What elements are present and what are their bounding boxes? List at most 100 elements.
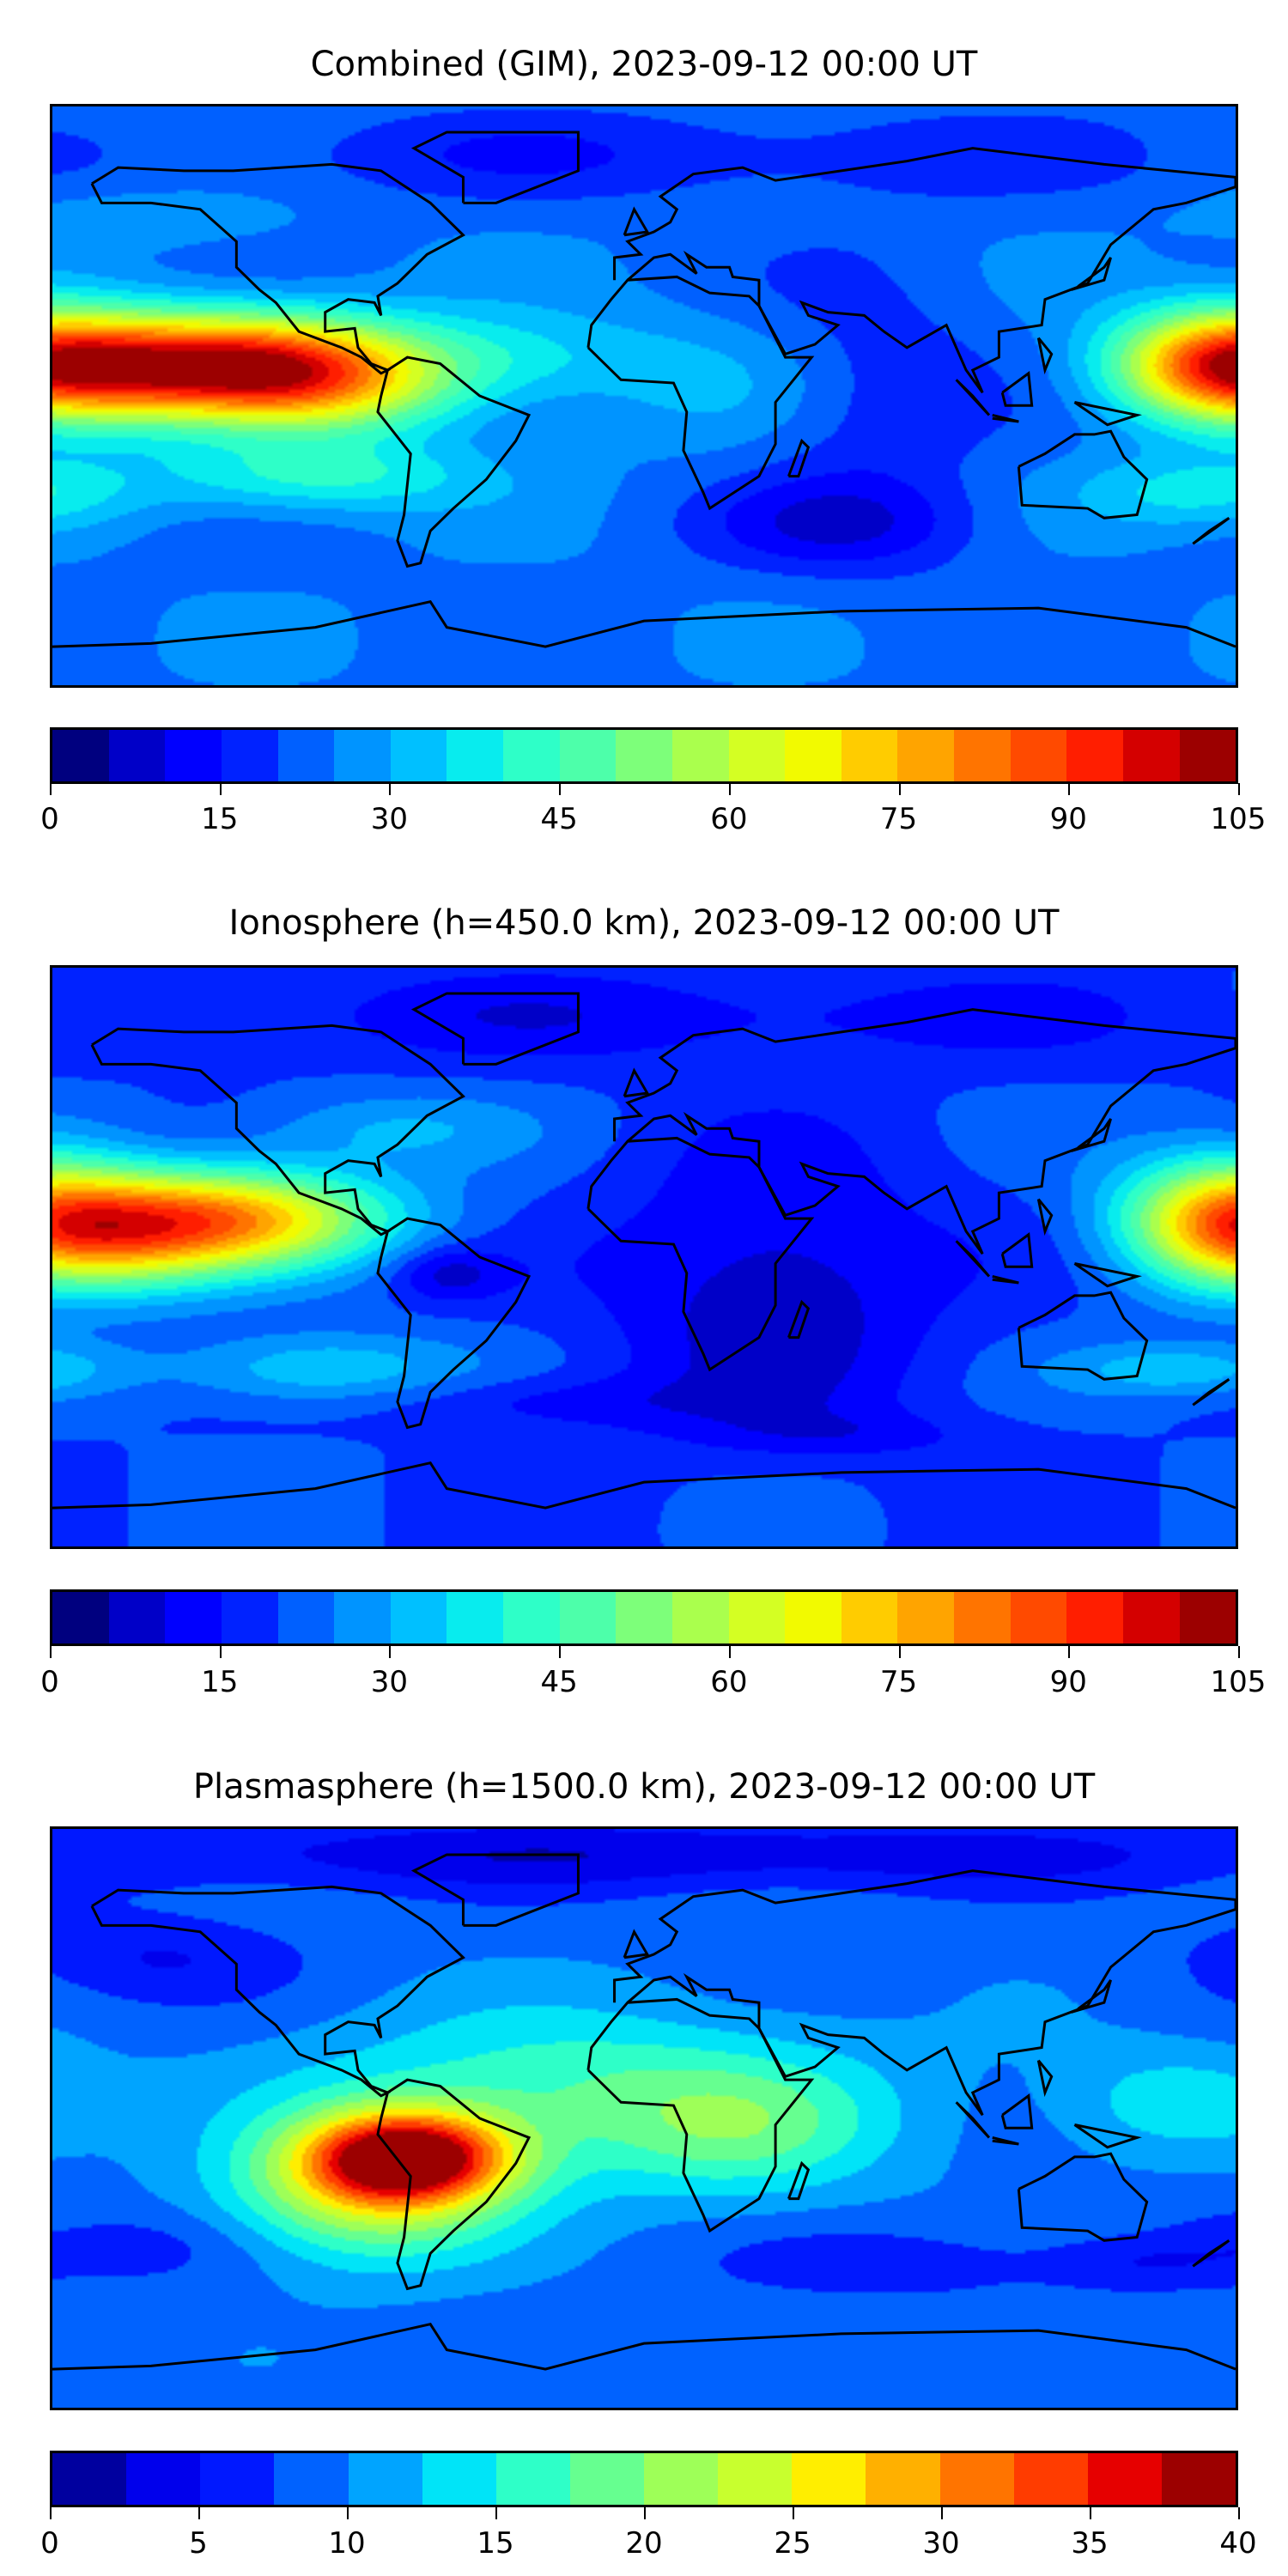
- colorbar-tick: [219, 1646, 222, 1658]
- colorbar-level: [108, 730, 166, 781]
- colorbar-tick: [50, 1646, 52, 1658]
- coastline: [1018, 431, 1146, 518]
- coastline: [1074, 2124, 1137, 2147]
- coastline: [588, 276, 811, 508]
- colorbar-level: [954, 1592, 1011, 1643]
- colorbar-tick: [644, 2507, 646, 2519]
- coastline: [1038, 1200, 1051, 1231]
- colorbar-level: [785, 730, 841, 781]
- colorbar-ticks-ionosphere: 0 15 30 45 60 75 90 105: [40, 1646, 1266, 1699]
- colorbar-tick-label: 90: [1049, 802, 1087, 836]
- colorbar-tick: [50, 2507, 52, 2519]
- colorbar-tick-label: 75: [879, 802, 918, 836]
- colorbar-level: [939, 2453, 1014, 2505]
- coastline: [1002, 1235, 1031, 1267]
- coastline: [92, 164, 464, 373]
- coastline: [378, 357, 529, 566]
- colorbar-level: [52, 2453, 127, 2505]
- map-ionosphere: [50, 965, 1238, 1549]
- colorbar-tick-label: 105: [1210, 1665, 1267, 1699]
- coastline: [1074, 402, 1137, 424]
- colorbar-level: [334, 1592, 391, 1643]
- coastline: [1072, 1119, 1111, 1151]
- colorbar-tick-label: 0: [40, 2526, 59, 2561]
- colorbar-level: [1122, 730, 1180, 781]
- map-plasmasphere: [50, 1826, 1238, 2410]
- colorbar-tick-label: 45: [540, 1665, 578, 1699]
- colorbar-tick-label: 60: [710, 1665, 748, 1699]
- colorbar-level: [1122, 1592, 1180, 1643]
- colorbar-tick: [898, 783, 901, 795]
- coastline: [52, 2324, 1236, 2369]
- colorbar-level: [718, 2453, 793, 2505]
- colorbar-tick: [559, 783, 562, 795]
- coastline: [1072, 1980, 1111, 2012]
- coastline: [957, 2102, 989, 2137]
- colorbar-level: [785, 1592, 841, 1643]
- coastline: [588, 1138, 811, 1370]
- colorbar-tick: [198, 2507, 200, 2519]
- coastline: [1002, 2096, 1031, 2128]
- tec-field-combined: [52, 106, 1236, 685]
- coastline: [624, 210, 647, 235]
- colorbar-level: [108, 1592, 166, 1643]
- colorbar-tick-label: 90: [1049, 1665, 1087, 1699]
- coastline: [1038, 2061, 1051, 2093]
- colorbar-tick-label: 30: [922, 2526, 960, 2561]
- colorbar-tick-label: 30: [370, 1665, 409, 1699]
- coastline: [624, 1071, 647, 1097]
- colorbar-level: [495, 2453, 570, 2505]
- coastline: [588, 1999, 811, 2231]
- colorbar-ticks-combined: 0 15 30 45 60 75 90 105: [40, 783, 1266, 836]
- coastline: [615, 1010, 1236, 1255]
- colorbar-level: [221, 730, 278, 781]
- colorbar-tick: [941, 2507, 943, 2519]
- tec-field-plasmasphere: [52, 1829, 1236, 2408]
- colorbar-level: [1087, 2453, 1162, 2505]
- colorbar-ticks-plasmasphere: 0 5 10 15 20 25 30 35 40: [40, 2507, 1257, 2561]
- colorbar-level: [671, 1592, 729, 1643]
- colorbar-level: [165, 1592, 222, 1643]
- colorbar-tick-label: 35: [1071, 2526, 1109, 2561]
- map-combined: [50, 104, 1238, 688]
- coastline: [414, 1855, 578, 1925]
- colorbar-tick: [1238, 1646, 1240, 1658]
- coastline: [788, 1302, 808, 1337]
- colorbar-level: [897, 730, 954, 781]
- colorbar-level: [616, 1592, 672, 1643]
- colorbar-tick: [389, 1646, 392, 1658]
- colorbar-level: [559, 730, 617, 781]
- colorbar-tick-label: 0: [40, 802, 59, 836]
- colorbar-tick: [50, 783, 52, 795]
- colorbar-level: [277, 1592, 335, 1643]
- colorbar-tick: [1238, 2507, 1240, 2519]
- colorbar-level: [126, 2453, 201, 2505]
- colorbar-level: [503, 1592, 560, 1643]
- colorbar-level: [671, 730, 729, 781]
- coastline: [414, 993, 578, 1064]
- coastline: [1072, 258, 1111, 289]
- colorbar-tick: [728, 783, 731, 795]
- colorbar-level: [897, 1592, 954, 1643]
- coastline: [993, 2137, 1019, 2143]
- colorbar-level: [644, 2453, 719, 2505]
- coastline: [414, 132, 578, 203]
- colorbar-tick: [559, 1646, 562, 1658]
- colorbar-level: [792, 2453, 866, 2505]
- colorbar-tick: [1090, 2507, 1091, 2519]
- panel-title-combined: Combined (GIM), 2023-09-12 00:00 UT: [310, 45, 978, 84]
- colorbar-tick: [728, 1646, 731, 1658]
- colorbar-tick: [1068, 1646, 1071, 1658]
- coastline: [1193, 518, 1229, 544]
- coastlines: [52, 968, 1236, 1546]
- panel-title-ionosphere: Ionosphere (h=450.0 km), 2023-09-12 00:0…: [228, 903, 1060, 943]
- colorbar-level: [1010, 730, 1067, 781]
- colorbar-tick-label: 30: [370, 802, 409, 836]
- coastline: [788, 2163, 808, 2198]
- coastline: [993, 1276, 1019, 1282]
- coastline: [1193, 2240, 1229, 2266]
- colorbar-level: [348, 2453, 422, 2505]
- coastline: [1038, 338, 1051, 370]
- colorbar-level: [569, 2453, 644, 2505]
